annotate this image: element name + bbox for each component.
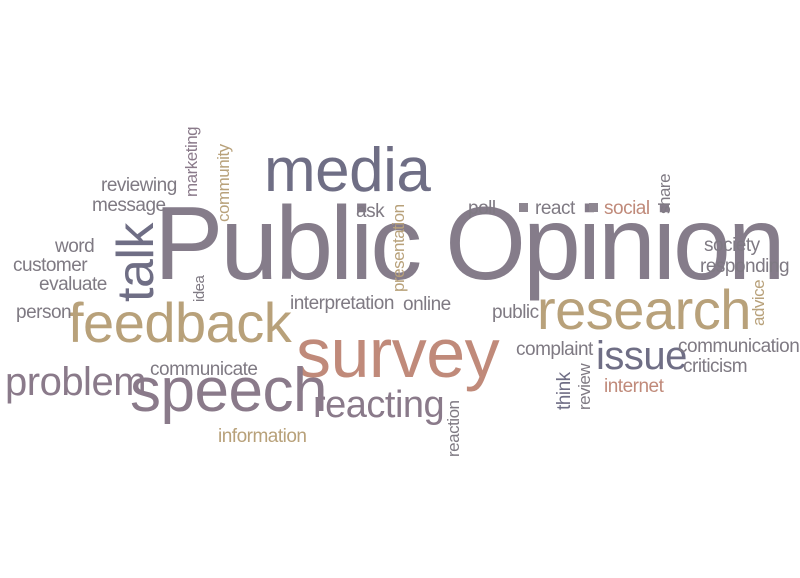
word-reacting: reacting (313, 384, 445, 426)
word-idea: idea (191, 275, 208, 302)
word-research: research (537, 278, 751, 341)
word-communication: communication (678, 336, 800, 357)
word-review: review (575, 363, 594, 410)
word-presentation: presentation (389, 204, 408, 292)
word-media: media (264, 136, 431, 205)
word-problem: problem (5, 360, 147, 404)
word-share: share (655, 173, 674, 214)
word-reaction: reaction (444, 400, 463, 457)
word-complaint: complaint (516, 339, 593, 360)
word-communicate: communicate (150, 359, 258, 380)
word-internet: internet (604, 376, 664, 397)
word-society: society (704, 235, 760, 256)
word-responding: responding (700, 256, 790, 277)
word-word: word (55, 236, 95, 257)
word-survey: survey (296, 314, 500, 392)
word-criticism: criticism (683, 356, 748, 377)
square-bullet-react (519, 203, 528, 212)
word-issue: issue (596, 334, 687, 378)
word-speech: speech (130, 356, 327, 425)
word-information: information (218, 426, 307, 447)
word-social: social (604, 198, 650, 219)
word-customer: customer (13, 255, 88, 276)
word-message: message (92, 195, 166, 216)
word-evaluate: evaluate (39, 274, 107, 295)
square-bullet-social (589, 203, 598, 212)
word-public: public (492, 302, 539, 323)
word-talk: talk (107, 223, 165, 302)
word-marketing: marketing (182, 126, 201, 197)
word-ask: ask (356, 201, 385, 222)
word-think: think (554, 372, 575, 410)
word-interpretation: interpretation (290, 293, 394, 314)
word-person: person (16, 302, 72, 323)
word-online: online (403, 294, 451, 315)
word-poll: poll (468, 198, 496, 219)
word-community: community (214, 144, 233, 222)
word-reviewing: reviewing (101, 175, 177, 196)
word-advice: advice (749, 279, 768, 326)
word-public-opinion: Public Opinion (154, 186, 786, 302)
word-react: react (535, 198, 575, 219)
word-feedback: feedback (68, 291, 292, 354)
